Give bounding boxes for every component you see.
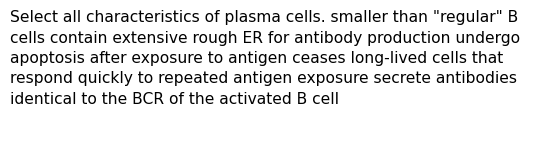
- Text: Select all characteristics of plasma cells. smaller than "regular" B
cells conta: Select all characteristics of plasma cel…: [10, 10, 520, 107]
